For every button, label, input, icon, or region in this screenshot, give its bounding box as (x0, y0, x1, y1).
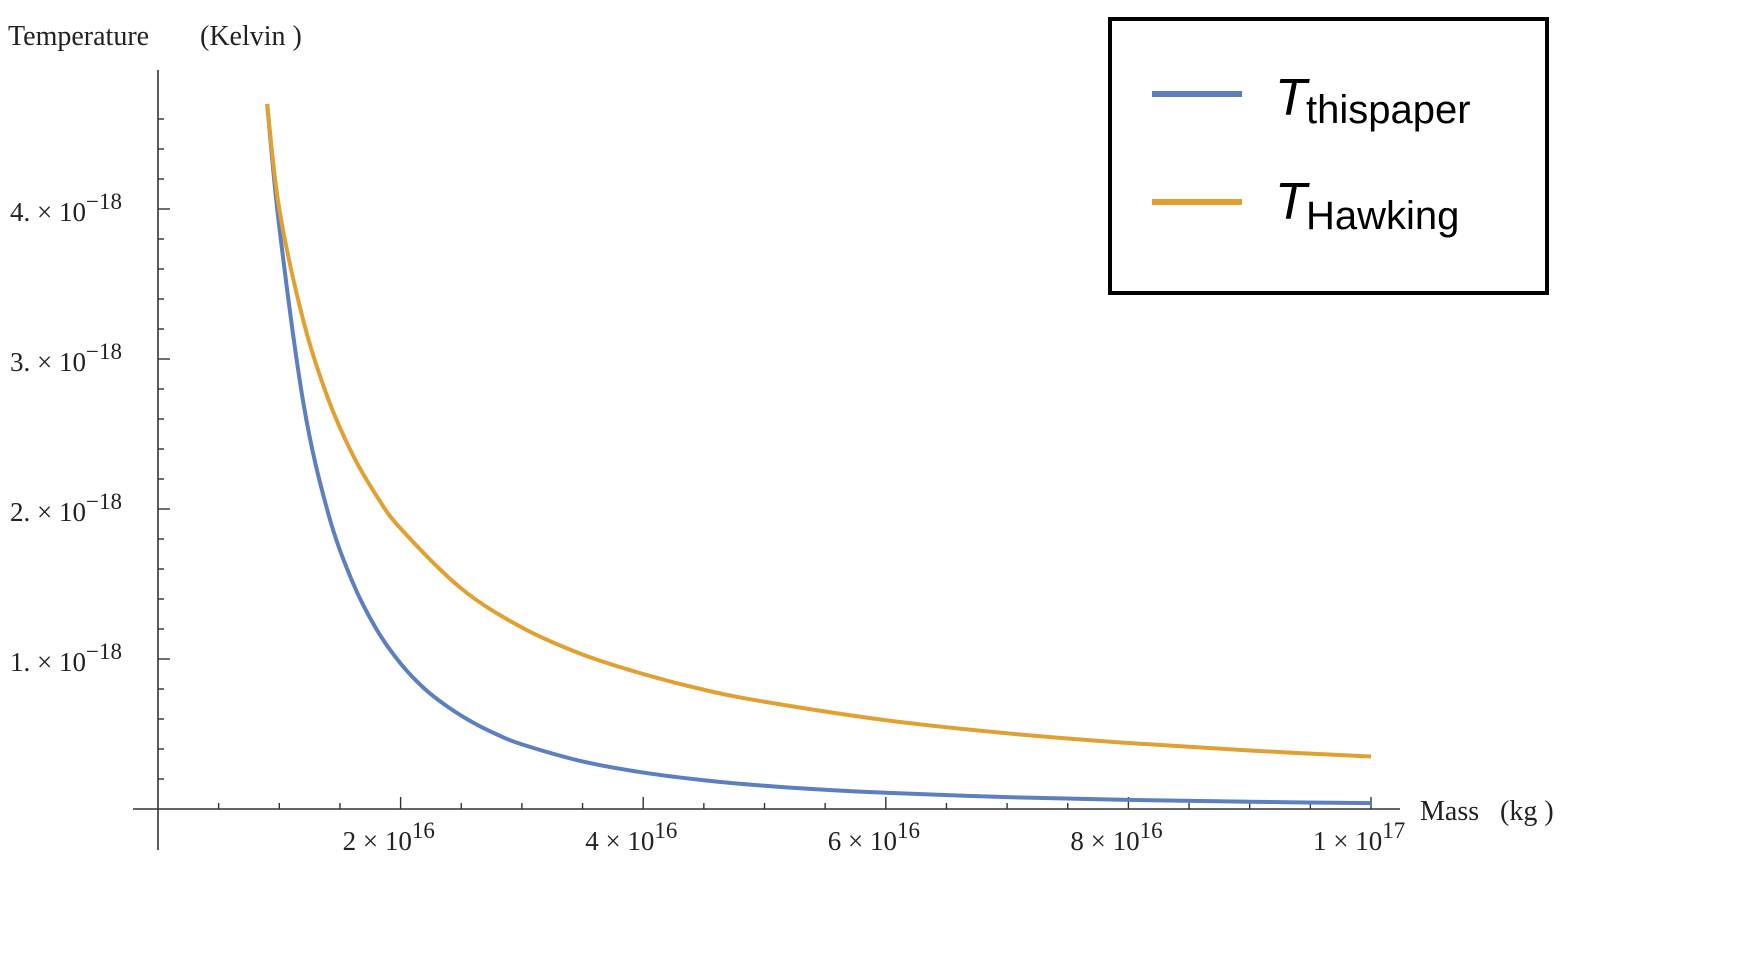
x-axis-label: Mass (1420, 796, 1479, 827)
y-tick-label: 1. × 10−18 (10, 639, 122, 677)
x-tick-label: 6 × 1016 (828, 818, 920, 856)
legend-box (1108, 17, 1549, 295)
x-tick-label: 2 × 1016 (343, 818, 435, 856)
y-tick-label: 4. × 10−18 (10, 189, 122, 227)
y-tick-label: 3. × 10−18 (10, 339, 122, 377)
ticks: 2 × 1016 4 × 1016 6 × 1016 8 × 1016 1 × 1017… (10, 118, 1405, 856)
x-tick-label: 1 × 1017 (1313, 818, 1405, 856)
legend-label-thispaper-main: T (1275, 69, 1310, 127)
series-layer (265, 103, 1372, 806)
y-axis-unit: (Kelvin ) (200, 21, 302, 52)
x-tick-label: 8 × 1016 (1070, 818, 1162, 856)
legend-label-thispaper-sub: thispaper (1306, 88, 1471, 132)
legend-label-hawking-main: T (1275, 173, 1310, 231)
legend: T thispaper T Hawking (1108, 17, 1549, 295)
y-tick-label: 2. × 10−18 (10, 489, 122, 527)
y-axis-label: Temperature (8, 21, 149, 52)
series-line-hawking (265, 103, 1372, 759)
legend-label-hawking-sub: Hawking (1306, 194, 1459, 238)
series-line-thispaper (265, 103, 1372, 806)
x-tick-label: 4 × 1016 (585, 818, 677, 856)
x-axis-unit: (kg ) (1500, 796, 1554, 827)
